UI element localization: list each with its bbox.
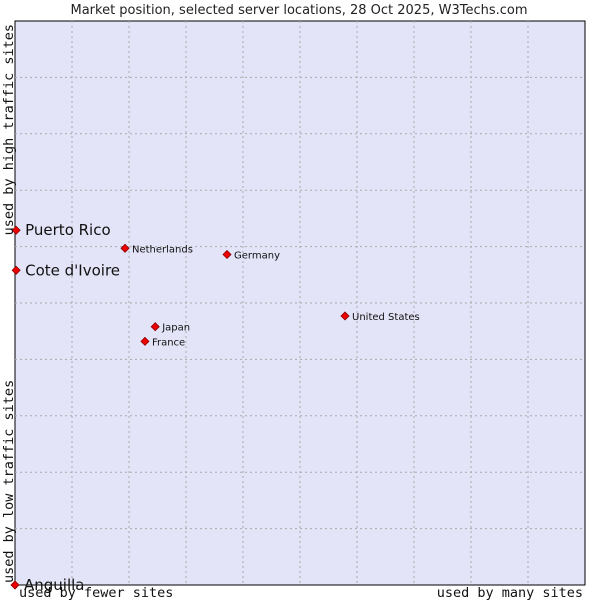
point-marker-japan bbox=[150, 322, 160, 332]
point-marker-cote-d-ivoire bbox=[11, 265, 21, 275]
point-label-anguilla: Anguilla bbox=[24, 576, 85, 594]
y-axis-label-top: used by high traffic sites bbox=[1, 24, 17, 235]
point-label-cote-d-ivoire: Cote d'Ivoire bbox=[25, 261, 120, 279]
point-marker-anguilla bbox=[10, 580, 20, 590]
point-marker-germany bbox=[222, 249, 232, 260]
grid-lines bbox=[15, 21, 585, 585]
point-marker-france bbox=[140, 336, 150, 346]
x-axis-label-right: used by many sites bbox=[437, 585, 583, 600]
point-label-puerto-rico: Puerto Rico bbox=[25, 221, 111, 239]
point-label-united-states: United States bbox=[352, 312, 420, 323]
point-marker-puerto-rico bbox=[11, 225, 21, 235]
point-label-japan: Japan bbox=[161, 323, 190, 334]
x-axis-label-left: used by fewer sites bbox=[19, 585, 173, 600]
chart-title: Market position, selected server locatio… bbox=[70, 3, 527, 18]
data-points: Puerto Rico Cote d'Ivoire Anguilla Netherla… bbox=[10, 221, 420, 594]
point-label-netherlands: Netherlands bbox=[132, 244, 193, 255]
point-marker-netherlands bbox=[120, 243, 130, 253]
point-label-germany: Germany bbox=[234, 250, 280, 261]
point-marker-united-states bbox=[340, 311, 350, 321]
point-label-france: France bbox=[152, 337, 185, 348]
y-axis-label-bottom: used by low traffic sites bbox=[1, 380, 17, 583]
